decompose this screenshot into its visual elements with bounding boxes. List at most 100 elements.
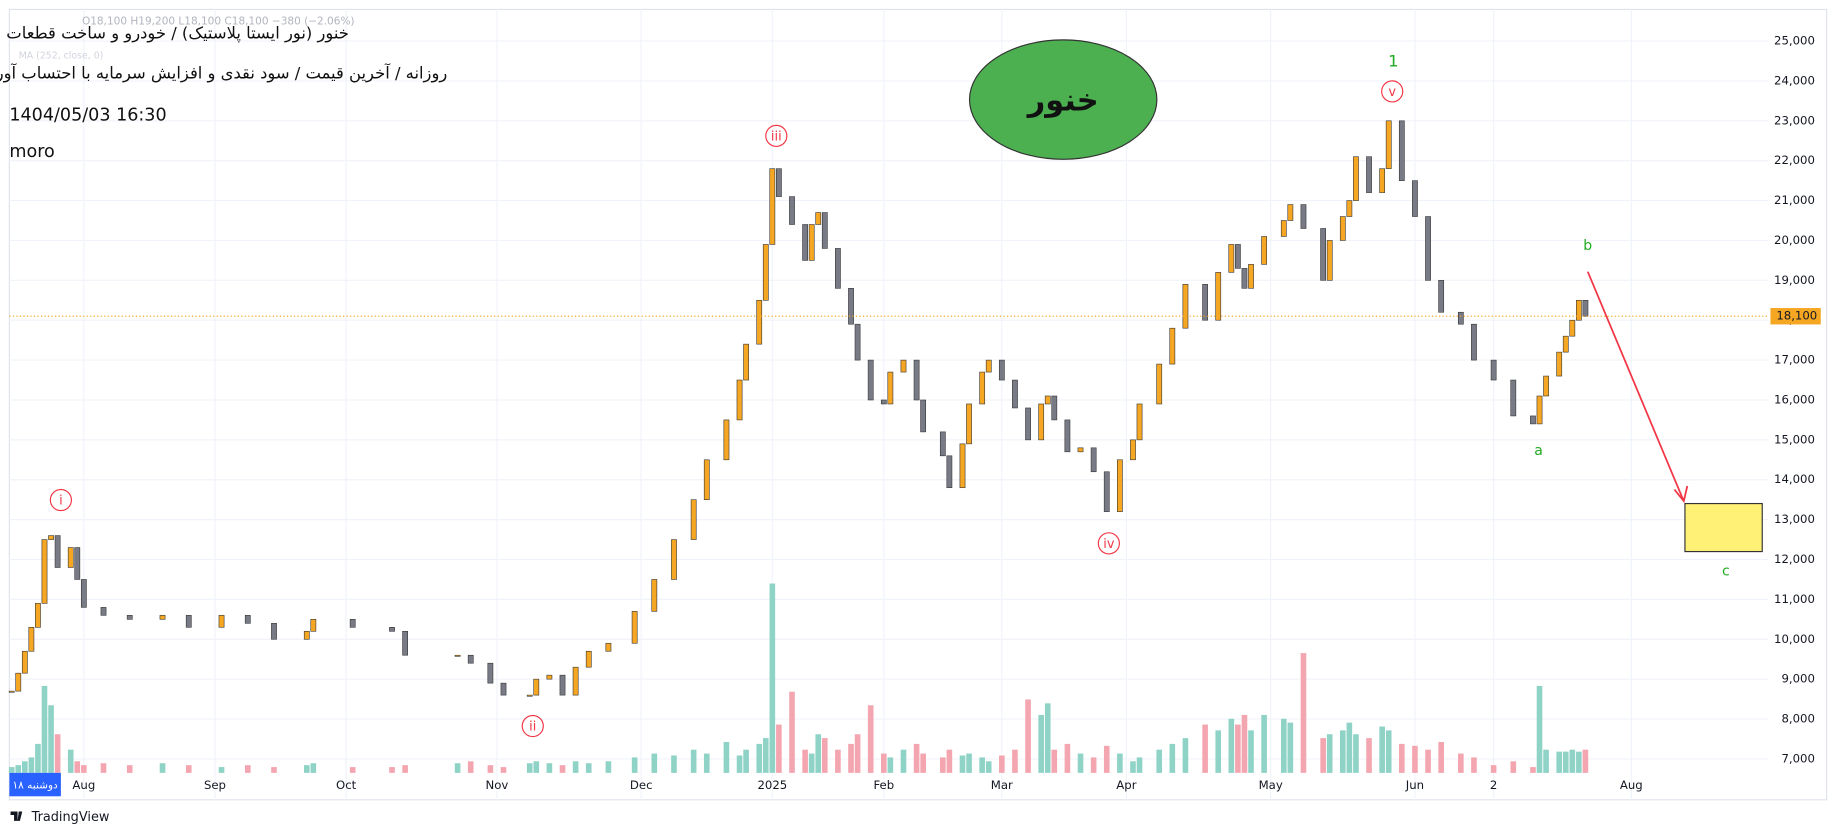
volume-bar [35,743,41,773]
x-tick-label: Sep [204,778,226,792]
volume-bar [1228,718,1235,773]
candle [1103,471,1110,512]
candles [8,120,1589,697]
candle [1241,268,1248,289]
candle [1077,447,1084,453]
volume-bar [15,765,22,773]
volume-bar [1261,714,1267,773]
candle [1412,180,1418,217]
volume-bar [736,755,743,773]
volume-bar [776,724,782,773]
candle [526,694,533,697]
candle [74,547,81,580]
volume-bar [1202,724,1208,773]
candle [651,579,658,612]
target-box [1684,502,1763,553]
y-tick-label: 13,000 [1774,512,1815,526]
volume-bar [1280,718,1287,773]
candle [159,615,166,620]
volume-bar [1543,749,1549,773]
candle [1530,415,1536,425]
candle [80,579,87,608]
x-tick-label: Apr [1116,778,1136,792]
volume-bar [1471,757,1477,773]
volume-bar [1530,767,1536,773]
wave-label: i [59,494,63,509]
abc-label: b [1583,238,1592,254]
volume-bar [1130,761,1136,773]
volume-bar [821,738,828,773]
y-tick-label: 9,000 [1781,672,1814,686]
volume-bar [920,753,926,773]
candle [303,631,310,640]
candle [848,288,854,325]
volume-bar [1569,749,1576,773]
candle [900,359,907,373]
x-tick-label: 2025 [757,778,787,792]
wave-circle [1097,532,1120,555]
volume-bar [402,765,408,773]
volume-bar [1576,751,1582,773]
abc-label: 1 [1388,52,1398,71]
volume-bar [54,734,61,773]
candle [887,371,894,405]
wave-label: iv [1103,537,1115,552]
y-tick-label: 17,000 [1774,353,1815,367]
volume-bar [848,743,854,773]
volume-bar [546,763,553,773]
wave-label: v [1388,85,1396,100]
candle [939,431,946,457]
candle [1398,120,1405,181]
volume-bar [559,765,566,773]
volume-bar [1038,714,1044,773]
candle [487,662,494,684]
logo: TradingView [31,810,110,825]
volume-bar [1136,757,1143,773]
candle [1339,216,1346,241]
candle [821,212,828,249]
volume-bar [854,734,861,773]
candle [776,168,782,197]
volume-bar [1090,757,1097,773]
volume-bar [1169,743,1176,773]
candle [1235,244,1241,269]
volume-bar [605,761,612,773]
candle [349,619,356,628]
volume-bar [526,763,533,773]
volume-bar [303,765,310,773]
candle [454,654,461,657]
candle [1425,216,1431,281]
volume-bar [1300,653,1307,773]
indicator-text: MA (252, close, 0) [19,51,104,62]
volume-bar [1556,751,1563,773]
volume-bar [940,757,946,773]
candle [998,359,1005,381]
volume-bar [1562,751,1569,773]
volume-bar [310,763,317,773]
candle [1051,395,1058,421]
volume-bar [703,753,710,773]
volume-bar [1156,749,1163,773]
candle [1346,200,1353,217]
candle [1136,403,1143,441]
candle [244,615,251,624]
candle [1353,156,1359,201]
candle [1038,403,1045,441]
candle [500,682,507,696]
candle [966,403,972,445]
volume-bar [913,743,920,773]
candle [67,547,74,568]
volume-bar [1458,753,1464,773]
volume-bar [1012,749,1018,773]
volume-bar [185,765,192,773]
title: خنور (نور ایستا پلاستیک) / خودرو و ساخت … [6,24,349,44]
candle [1385,120,1392,169]
volume-bar [1582,749,1589,773]
candle [1569,319,1576,337]
volume-bar [880,753,887,773]
y-tick-label: 12,000 [1774,552,1815,566]
volume-bar [22,761,28,773]
volume-bar [41,685,48,773]
